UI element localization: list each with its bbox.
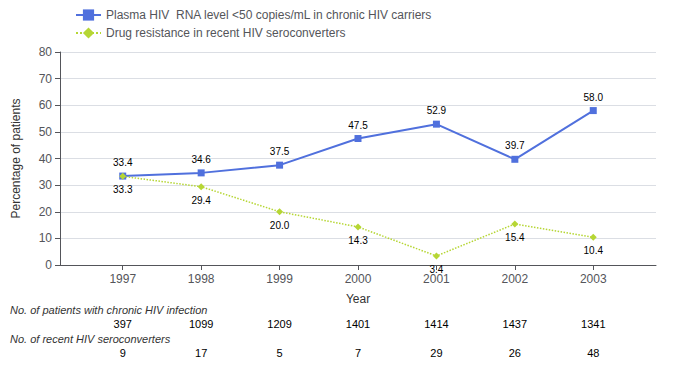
svg-text:1099: 1099 xyxy=(189,318,213,330)
svg-text:15.4: 15.4 xyxy=(505,232,525,243)
svg-text:1414: 1414 xyxy=(424,318,448,330)
svg-text:0: 0 xyxy=(45,258,52,272)
svg-text:34.6: 34.6 xyxy=(191,154,211,165)
svg-text:1999: 1999 xyxy=(266,272,293,286)
svg-text:10: 10 xyxy=(39,231,53,245)
svg-text:30: 30 xyxy=(39,178,53,192)
svg-text:7: 7 xyxy=(355,347,361,359)
svg-text:2000: 2000 xyxy=(345,272,372,286)
svg-text:60: 60 xyxy=(39,98,53,112)
svg-text:47.5: 47.5 xyxy=(348,120,368,131)
svg-text:52.9: 52.9 xyxy=(427,105,447,116)
svg-text:9: 9 xyxy=(120,347,126,359)
svg-text:29: 29 xyxy=(430,347,442,359)
svg-text:No. of recent HIV seroconverte: No. of recent HIV seroconverters xyxy=(10,333,171,345)
svg-text:2001: 2001 xyxy=(423,272,450,286)
svg-text:Drug resistance in recent HIV: Drug resistance in recent HIV seroconver… xyxy=(106,26,345,40)
svg-text:17: 17 xyxy=(195,347,207,359)
svg-text:397: 397 xyxy=(114,318,132,330)
svg-text:39.7: 39.7 xyxy=(505,140,525,151)
svg-text:26: 26 xyxy=(509,347,521,359)
svg-text:Percentage of patients: Percentage of patients xyxy=(9,98,23,218)
svg-text:1401: 1401 xyxy=(346,318,370,330)
svg-text:14.3: 14.3 xyxy=(348,235,368,246)
svg-text:5: 5 xyxy=(277,347,283,359)
svg-text:20.0: 20.0 xyxy=(270,220,290,231)
svg-text:1341: 1341 xyxy=(581,318,605,330)
svg-text:33.4: 33.4 xyxy=(113,157,133,168)
svg-text:1209: 1209 xyxy=(267,318,291,330)
svg-text:70: 70 xyxy=(39,72,53,86)
svg-text:40: 40 xyxy=(39,152,53,166)
svg-text:80: 80 xyxy=(39,45,53,59)
svg-text:37.5: 37.5 xyxy=(270,146,290,157)
svg-text:33.3: 33.3 xyxy=(113,184,133,195)
svg-text:2003: 2003 xyxy=(580,272,607,286)
svg-text:29.4: 29.4 xyxy=(191,195,211,206)
svg-text:48: 48 xyxy=(587,347,599,359)
svg-text:1437: 1437 xyxy=(503,318,527,330)
svg-text:1998: 1998 xyxy=(188,272,215,286)
svg-text:50: 50 xyxy=(39,125,53,139)
svg-text:2002: 2002 xyxy=(501,272,528,286)
svg-text:10.4: 10.4 xyxy=(584,245,604,256)
svg-text:58.0: 58.0 xyxy=(584,92,604,103)
svg-text:No. of patients with chronic H: No. of patients with chronic HIV infecti… xyxy=(10,304,207,316)
svg-text:3.4: 3.4 xyxy=(429,264,443,275)
svg-text:1997: 1997 xyxy=(109,272,136,286)
svg-text:Plasma HIV RNA level <50 copi: Plasma HIV RNA level <50 copies/mL in ch… xyxy=(106,8,431,22)
svg-text:20: 20 xyxy=(39,205,53,219)
svg-text:Year: Year xyxy=(346,292,370,306)
